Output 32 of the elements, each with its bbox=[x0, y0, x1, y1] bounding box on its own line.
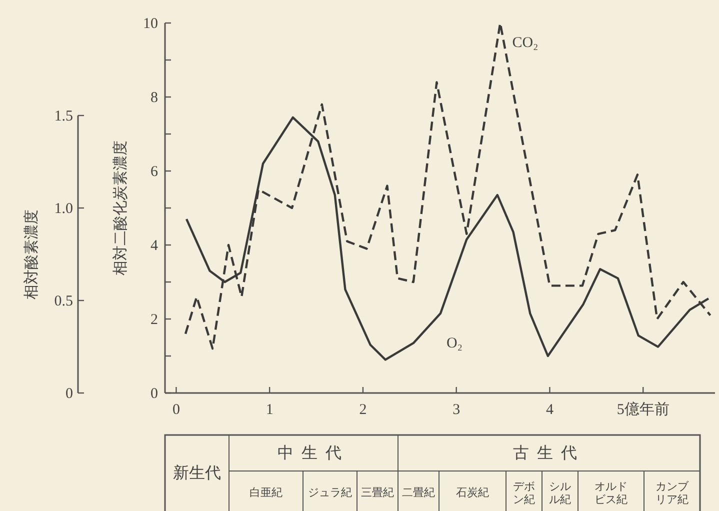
y-tick-label: 4 bbox=[150, 238, 158, 254]
x-tick-label: 2 bbox=[359, 402, 367, 418]
x-tick-label: 0 bbox=[172, 402, 180, 418]
text: 二畳紀 bbox=[402, 487, 435, 499]
text: デボン紀 bbox=[513, 481, 535, 506]
text: 石炭紀 bbox=[456, 486, 489, 499]
y-tick-label: 6 bbox=[150, 164, 158, 180]
y-tick-label: 10 bbox=[143, 16, 158, 32]
text: ジュラ紀 bbox=[308, 487, 352, 499]
y2-tick-label: 1.0 bbox=[54, 201, 73, 217]
series-label: O₂ bbox=[446, 335, 463, 352]
y2-tick-label: 1.5 bbox=[54, 108, 73, 124]
text: 中生代 bbox=[278, 444, 350, 462]
x-tick-label: 1 bbox=[266, 402, 274, 418]
x-tick-label: 4 bbox=[546, 402, 554, 418]
text: カンブリア紀 bbox=[656, 480, 690, 506]
text: シルル紀 bbox=[549, 481, 571, 506]
y-tick-label: 2 bbox=[150, 312, 158, 328]
series-label: CO₂ bbox=[512, 35, 538, 51]
y-tick-label: 8 bbox=[150, 90, 158, 106]
text: 白亜紀 bbox=[250, 487, 282, 499]
x-tick-label: 3 bbox=[452, 402, 460, 418]
y2-axis-title: 相対酸素濃度 bbox=[23, 209, 40, 300]
text: 新生代 bbox=[173, 464, 221, 482]
text: 三畳紀 bbox=[361, 487, 394, 499]
text: オルドビス紀 bbox=[594, 481, 628, 506]
y2-tick-label: 0 bbox=[66, 386, 73, 402]
y-tick-label: 0 bbox=[150, 386, 158, 402]
x-tick-label: 5億年前 bbox=[616, 401, 670, 418]
text: 古生代 bbox=[513, 444, 585, 462]
y2-tick-label: 0.5 bbox=[54, 294, 73, 310]
y-axis-title: 相対二酸化炭素濃度 bbox=[112, 140, 129, 276]
